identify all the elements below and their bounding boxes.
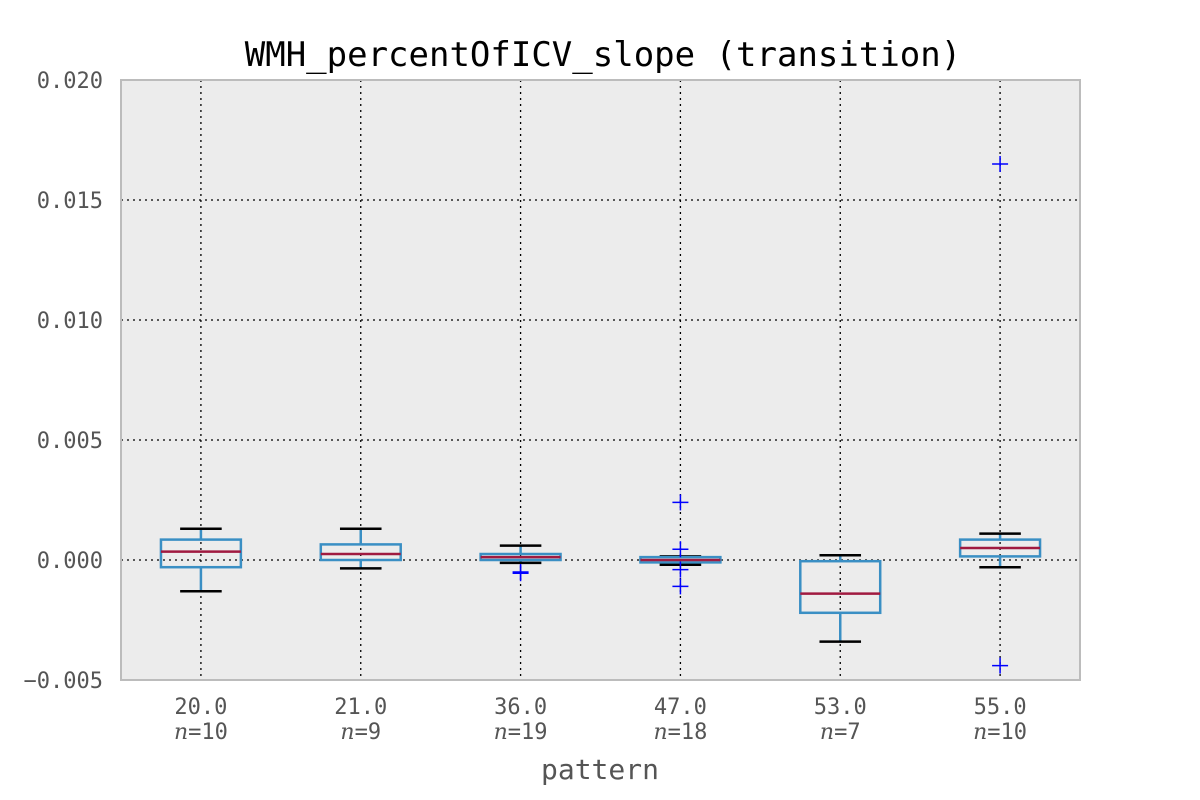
y-tick-label: −0.005 [24, 669, 103, 694]
box-53-0 [799, 553, 882, 643]
box-36-0 [479, 544, 562, 582]
sample-size-label: n=10 [973, 720, 1027, 745]
plot-area [121, 80, 1080, 680]
box-series [159, 156, 1042, 674]
sample-size-symbol: n [340, 720, 354, 745]
y-tick-label: 0.000 [37, 549, 103, 574]
outlier-marker [992, 657, 1009, 674]
sample-size-value: =10 [987, 720, 1027, 745]
sample-size-symbol: n [653, 720, 667, 745]
box-20-0 [159, 527, 243, 593]
box-55-0 [958, 156, 1042, 674]
y-tick-label: 0.015 [37, 189, 103, 214]
sample-size-label: n=7 [820, 720, 861, 745]
outlier-marker [672, 561, 689, 578]
sample-size-label: n=18 [653, 720, 707, 745]
outlier-marker [512, 565, 529, 582]
x-tick-label: 53.0 [814, 695, 867, 720]
y-tick-label: 0.010 [37, 309, 103, 334]
sample-size-symbol: n [494, 720, 508, 745]
sample-size-value: =7 [834, 720, 861, 745]
chart-title: WMH_percentOfICV_slope (transition) [245, 35, 961, 75]
y-tick-label: 0.005 [37, 429, 103, 454]
x-axis-ticks: 20.0n=1021.0n=936.0n=1947.0n=1853.0n=755… [174, 695, 1027, 745]
sample-size-value: =9 [355, 720, 382, 745]
x-tick-label: 55.0 [974, 695, 1027, 720]
sample-size-symbol: n [174, 720, 188, 745]
iqr-box [319, 543, 402, 562]
sample-size-value: =10 [188, 720, 228, 745]
x-axis-label: pattern [541, 753, 659, 786]
box-47-0 [639, 494, 722, 595]
sample-size-label: n=9 [340, 720, 381, 745]
x-tick-label: 47.0 [654, 695, 707, 720]
sample-size-symbol: n [973, 720, 987, 745]
iqr-box [159, 538, 243, 569]
x-tick-label: 20.0 [174, 695, 227, 720]
outlier-marker [992, 156, 1009, 172]
plot-frame [120, 79, 1081, 681]
y-axis-ticks: −0.005 0.000 0.005 0.010 0.015 0.020 [24, 69, 103, 694]
outlier-marker [672, 494, 689, 511]
box-21-0 [319, 527, 402, 570]
sample-size-symbol: n [820, 720, 834, 745]
outlier-marker [672, 541, 689, 558]
x-tick-label: 36.0 [494, 695, 547, 720]
sample-size-value: =19 [508, 720, 548, 745]
sample-size-label: n=10 [174, 720, 228, 745]
sample-size-label: n=19 [494, 720, 548, 745]
x-tick-label: 21.0 [334, 695, 387, 720]
iqr-box [799, 559, 882, 615]
y-tick-label: 0.020 [37, 69, 103, 94]
outlier-marker [672, 578, 689, 595]
sample-size-value: =18 [668, 720, 708, 745]
